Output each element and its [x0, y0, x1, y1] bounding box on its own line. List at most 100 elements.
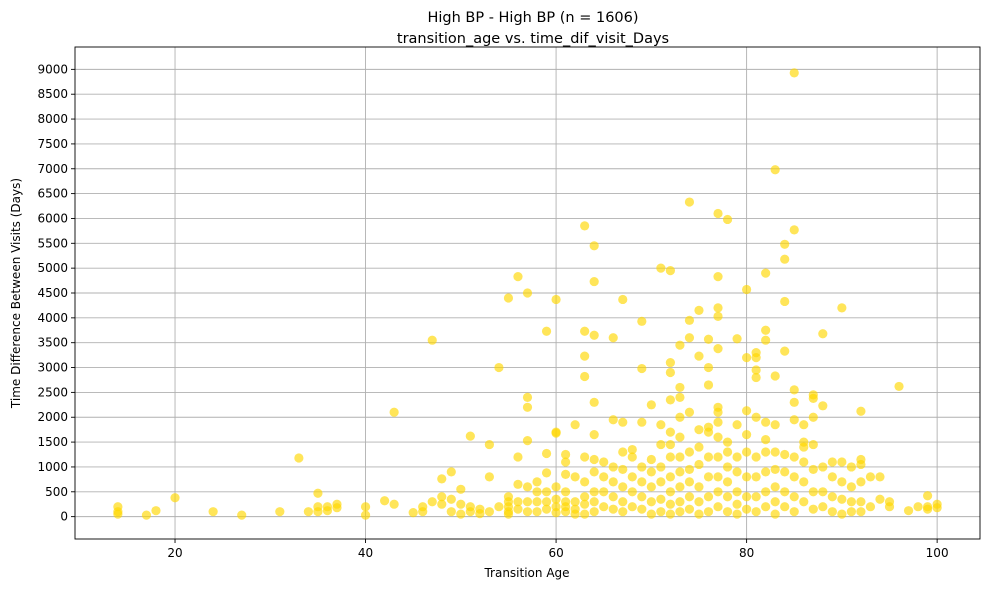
- data-point: [389, 407, 399, 417]
- data-point: [151, 506, 161, 516]
- data-point: [789, 68, 799, 78]
- data-point: [818, 401, 828, 411]
- data-point: [770, 482, 780, 492]
- data-point: [722, 462, 733, 472]
- x-tick-label: 100: [926, 546, 949, 560]
- data-point: [589, 507, 599, 517]
- data-point: [627, 452, 637, 462]
- x-axis-label: Transition Age: [483, 566, 569, 580]
- data-point: [865, 502, 876, 512]
- data-point: [713, 487, 723, 497]
- data-point: [665, 487, 675, 497]
- data-point: [780, 449, 790, 460]
- data-point: [903, 506, 914, 516]
- data-point: [465, 507, 475, 517]
- data-point: [846, 482, 856, 492]
- data-point: [675, 507, 685, 517]
- data-point: [722, 492, 733, 502]
- data-point: [713, 472, 723, 482]
- data-point: [703, 472, 714, 482]
- data-point: [732, 509, 742, 519]
- data-point: [713, 502, 723, 512]
- data-point: [932, 503, 942, 513]
- data-point: [360, 502, 371, 512]
- data-point: [780, 296, 790, 307]
- data-point: [703, 334, 714, 344]
- data-point: [580, 499, 590, 509]
- data-point: [818, 487, 828, 497]
- data-point: [713, 452, 723, 462]
- data-point: [665, 357, 675, 368]
- data-point: [856, 507, 866, 517]
- data-point: [732, 499, 742, 509]
- data-point: [580, 492, 590, 502]
- data-point: [808, 439, 818, 450]
- data-point: [694, 425, 704, 435]
- data-point: [513, 452, 523, 462]
- data-point: [618, 497, 628, 507]
- data-point: [637, 504, 647, 514]
- data-point: [608, 333, 618, 343]
- data-point: [456, 499, 466, 509]
- data-point: [770, 165, 780, 175]
- data-point: [761, 325, 771, 335]
- data-point: [808, 504, 818, 514]
- data-point: [646, 467, 656, 477]
- data-point: [484, 439, 494, 450]
- data-point: [589, 330, 599, 340]
- data-point: [646, 400, 656, 410]
- data-point: [770, 464, 780, 475]
- y-tick-label: 5500: [37, 236, 68, 250]
- data-point: [513, 504, 523, 514]
- y-tick-label: 4000: [37, 311, 68, 325]
- data-point: [761, 268, 771, 278]
- data-point: [522, 402, 533, 412]
- data-point: [827, 492, 837, 502]
- data-point: [923, 504, 933, 514]
- data-point: [808, 487, 818, 497]
- data-point: [561, 469, 571, 479]
- data-point: [665, 266, 675, 276]
- data-point: [665, 439, 675, 450]
- data-point: [799, 457, 809, 467]
- data-point: [541, 468, 552, 478]
- x-tick-label: 60: [548, 546, 563, 560]
- data-point: [665, 499, 675, 509]
- x-axis-ticks: 20 40 60 80 100: [167, 539, 949, 560]
- data-point: [637, 477, 647, 487]
- data-point: [684, 315, 695, 325]
- data-point: [808, 393, 818, 403]
- y-tick-label: 5000: [37, 261, 68, 275]
- data-point: [570, 420, 580, 430]
- y-tick-label: 6000: [37, 211, 68, 225]
- data-point: [694, 305, 704, 315]
- y-tick-label: 8500: [37, 87, 68, 101]
- data-point: [827, 457, 837, 467]
- data-point: [818, 462, 828, 472]
- data-point: [818, 502, 828, 512]
- data-point: [770, 371, 780, 381]
- data-point: [637, 417, 647, 427]
- data-point: [846, 462, 856, 472]
- data-point: [684, 333, 695, 343]
- data-point: [532, 477, 542, 487]
- y-tick-label: 3500: [37, 336, 68, 350]
- data-point: [742, 406, 752, 416]
- data-point: [551, 482, 561, 492]
- data-point: [722, 437, 733, 447]
- data-point: [637, 363, 647, 374]
- data-point: [656, 263, 666, 273]
- data-point: [627, 472, 637, 482]
- data-point: [446, 467, 456, 477]
- data-point: [703, 507, 714, 517]
- data-point: [703, 452, 714, 462]
- data-point: [675, 482, 685, 492]
- y-tick-label: 2000: [37, 410, 68, 424]
- y-tick-label: 9000: [37, 62, 68, 76]
- data-point: [761, 447, 771, 457]
- data-point: [770, 497, 780, 507]
- data-point: [751, 365, 761, 375]
- y-tick-label: 7000: [37, 162, 68, 176]
- grid-lines: [75, 47, 980, 539]
- data-point: [789, 397, 799, 407]
